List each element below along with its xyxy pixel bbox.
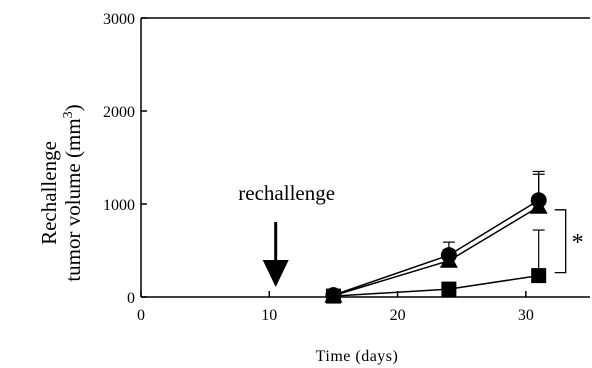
y-axis-title-line1: Rechallenge bbox=[37, 141, 61, 245]
x-tick-label: 10 bbox=[261, 307, 277, 324]
y-axis-title: Rechallenge tumor volume (mm3) bbox=[37, 104, 85, 281]
y-tick-label: 2000 bbox=[103, 104, 135, 121]
significance-asterisk: * bbox=[572, 230, 584, 256]
axes bbox=[141, 18, 590, 297]
x-tick-label: 20 bbox=[390, 307, 406, 324]
data-point-square bbox=[531, 268, 546, 283]
x-tick-label: 0 bbox=[137, 307, 145, 324]
y-axis-title-line2: tumor volume (mm3) bbox=[61, 104, 85, 281]
x-axis-title: Time (days) bbox=[316, 348, 399, 365]
data-point-square bbox=[326, 289, 341, 304]
y-tick-label: 1000 bbox=[103, 197, 135, 214]
rechallenge-arrow-head bbox=[263, 260, 289, 287]
series-circle bbox=[325, 171, 546, 303]
y-tick-label: 0 bbox=[127, 290, 135, 307]
y-tick-label: 3000 bbox=[103, 11, 135, 28]
series-group bbox=[324, 171, 547, 303]
series-square bbox=[326, 230, 546, 304]
rechallenge-label: rechallenge bbox=[238, 181, 335, 205]
series-triangle bbox=[324, 174, 547, 302]
data-point-square bbox=[441, 282, 456, 297]
x-tick-label: 30 bbox=[518, 307, 534, 324]
series-line bbox=[333, 207, 538, 296]
significance-bracket bbox=[555, 210, 566, 273]
